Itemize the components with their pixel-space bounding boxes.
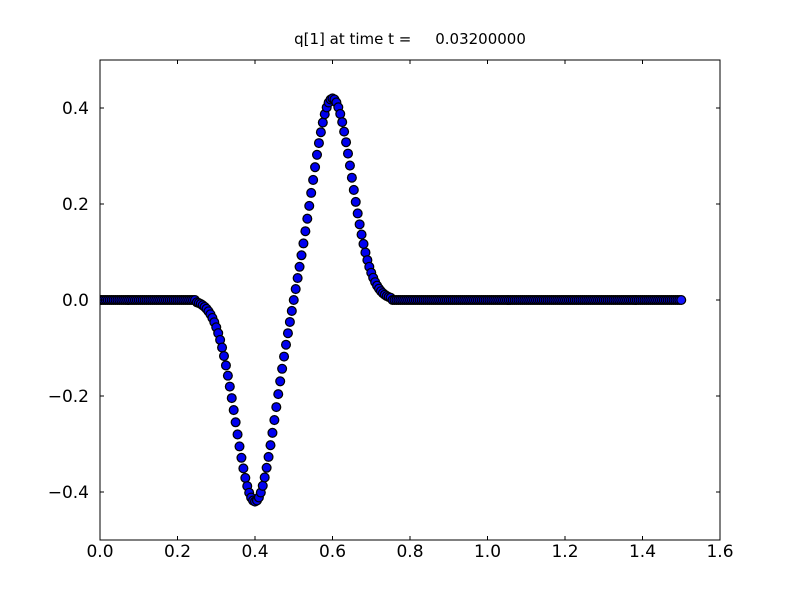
end-point-marker: [676, 294, 687, 306]
data-point-marker: [261, 462, 272, 473]
data-point-marker: [240, 472, 251, 483]
axis-ticks: [99, 60, 721, 540]
x-tick-label: 0.2: [164, 542, 191, 562]
data-point-marker: [275, 376, 286, 387]
y-tick-label: 0.4: [62, 99, 89, 119]
data-point-marker: [335, 108, 346, 119]
data-point-marker: [220, 360, 231, 371]
data-point-marker: [346, 172, 357, 183]
data-point-marker: [342, 148, 354, 159]
data-point-marker: [350, 196, 361, 207]
data-point-marker: [298, 238, 309, 249]
x-tick-label: 1.2: [551, 542, 578, 562]
data-point-marker: [277, 363, 288, 374]
data-point-marker: [308, 174, 319, 185]
data-point-marker: [217, 342, 228, 353]
data-point-marker: [294, 261, 305, 272]
data-point-marker: [306, 187, 317, 198]
x-tick-label: 0.4: [241, 542, 268, 562]
data-point-marker: [234, 441, 245, 452]
y-tick-label: 0.2: [62, 195, 89, 215]
x-tick-labels: 0.0 0.2 0.4 0.6 0.8 1.0 1.2 1.4 1.6: [86, 542, 733, 562]
data-point-marker: [302, 213, 313, 224]
y-tick-label: −0.4: [48, 483, 89, 503]
x-tick-label: 0.6: [319, 542, 346, 562]
chart-title: q[1] at time t = 0.03200000: [294, 30, 526, 48]
data-point-marker: [259, 472, 270, 483]
data-point-marker: [304, 200, 315, 211]
x-tick-label: 0.8: [396, 542, 423, 562]
data-point-marker: [279, 351, 290, 362]
data-point-marker: [311, 149, 323, 160]
y-tick-labels: 0.4 0.2 0.0 −0.2 −0.4: [48, 99, 89, 503]
data-point-marker: [290, 284, 301, 295]
data-point-marker: [280, 339, 292, 350]
x-tick-label: 0.0: [86, 542, 113, 562]
data-point-marker: [236, 452, 247, 463]
data-point-marker: [282, 328, 293, 339]
data-point-marker: [265, 440, 276, 451]
data-point-marker: [300, 226, 311, 237]
y-tick-label: −0.2: [48, 387, 89, 407]
data-point-marker: [315, 127, 326, 138]
data-point-marker: [310, 162, 321, 173]
x-tick-label: 1.0: [474, 542, 501, 562]
data-point-marker: [296, 250, 307, 261]
data-point-marker: [271, 402, 282, 413]
x-tick-label: 1.4: [629, 542, 656, 562]
data-point-marker: [292, 272, 303, 284]
data-point-marker: [317, 117, 328, 128]
data-point-marker: [313, 138, 324, 149]
x-tick-label: 1.6: [706, 542, 733, 562]
data-point-marker: [344, 160, 355, 171]
data-point-marker: [263, 451, 274, 462]
data-point-marker: [352, 208, 363, 219]
data-point-marker: [339, 126, 350, 137]
y-tick-label: 0.0: [62, 291, 89, 311]
data-point-marker: [238, 463, 249, 474]
data-point-marker: [358, 238, 369, 249]
series-markers: [100, 93, 687, 507]
data-point-marker: [230, 417, 241, 428]
data-point-marker: [257, 480, 268, 491]
data-point-marker: [267, 427, 278, 438]
data-point-marker: [228, 405, 239, 416]
data-point-marker: [286, 305, 297, 316]
data-point-marker: [222, 370, 233, 381]
data-point-marker: [226, 393, 237, 404]
data-point-marker: [354, 219, 365, 230]
data-point-marker: [273, 389, 284, 400]
data-point-marker: [337, 117, 348, 128]
data-point-marker: [288, 294, 299, 306]
data-point-marker: [284, 316, 295, 328]
data-point-marker: [269, 415, 280, 426]
data-point-marker: [218, 351, 230, 362]
data-point-marker: [232, 429, 243, 440]
data-point-marker: [224, 381, 235, 392]
data-point-marker: [341, 137, 352, 148]
data-point-marker: [348, 184, 359, 195]
data-point-marker: [356, 229, 367, 240]
